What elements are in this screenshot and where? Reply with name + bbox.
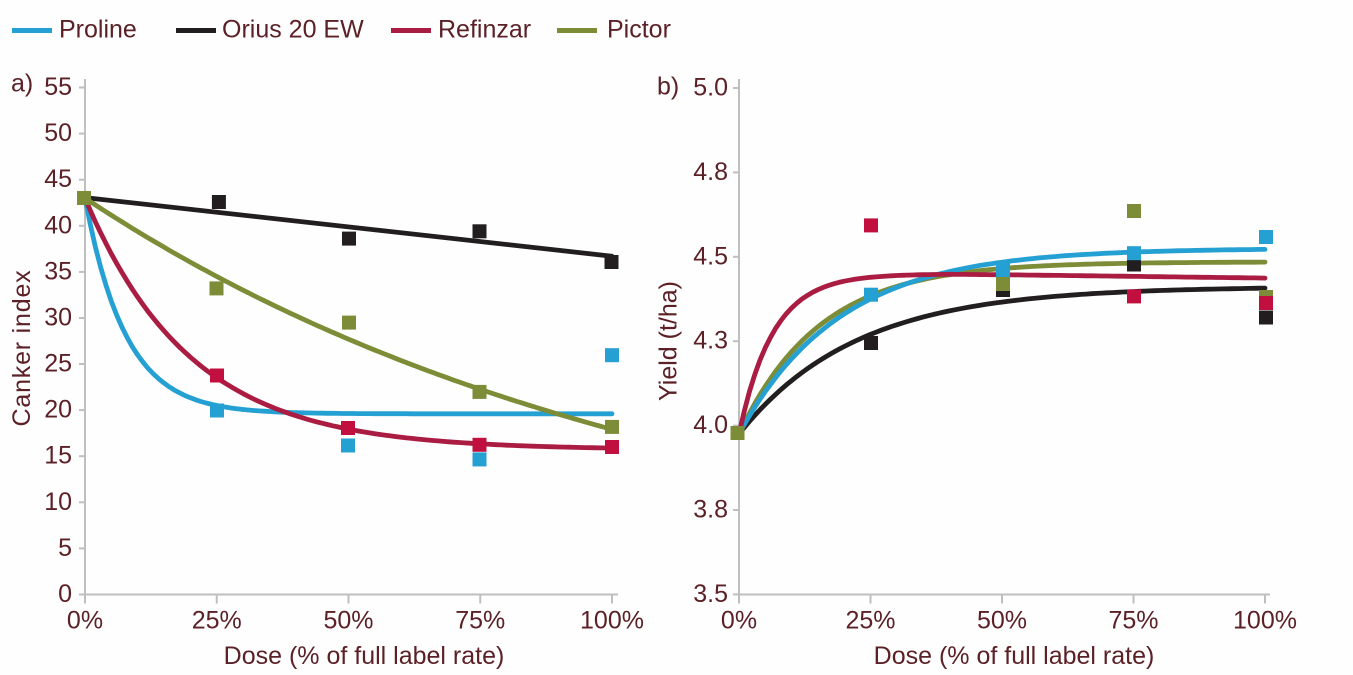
svg-text:0%: 0% — [67, 607, 103, 635]
svg-text:5: 5 — [58, 534, 72, 562]
svg-text:4.3: 4.3 — [693, 327, 728, 355]
svg-text:45: 45 — [44, 165, 72, 193]
svg-text:10: 10 — [44, 488, 72, 516]
svg-text:Yield (t/ha): Yield (t/ha) — [655, 281, 683, 401]
svg-text:25: 25 — [44, 350, 72, 378]
svg-text:5.0: 5.0 — [693, 74, 728, 102]
svg-text:Dose (% of full label rate): Dose (% of full label rate) — [224, 642, 505, 670]
svg-text:b): b) — [657, 73, 679, 101]
svg-text:3.5: 3.5 — [693, 580, 728, 608]
svg-text:Proline: Proline — [59, 16, 137, 44]
svg-text:40: 40 — [44, 211, 72, 239]
svg-text:30: 30 — [44, 303, 72, 331]
svg-text:4.0: 4.0 — [693, 411, 728, 439]
svg-text:0: 0 — [58, 580, 72, 608]
svg-text:Dose (% of full label rate): Dose (% of full label rate) — [874, 642, 1155, 670]
svg-text:75%: 75% — [1108, 607, 1158, 635]
svg-text:25%: 25% — [192, 607, 242, 635]
svg-text:15: 15 — [44, 442, 72, 470]
svg-text:50%: 50% — [977, 607, 1027, 635]
svg-text:Pictor: Pictor — [607, 16, 671, 44]
svg-text:Canker index: Canker index — [8, 270, 36, 427]
svg-text:Orius 20 EW: Orius 20 EW — [222, 16, 364, 44]
svg-text:100%: 100% — [1233, 607, 1297, 635]
svg-text:3.8: 3.8 — [693, 496, 728, 524]
svg-text:4.5: 4.5 — [693, 242, 728, 270]
svg-text:35: 35 — [44, 257, 72, 285]
svg-text:0%: 0% — [721, 607, 757, 635]
svg-text:50%: 50% — [323, 607, 373, 635]
svg-text:4.8: 4.8 — [693, 158, 728, 186]
svg-text:20: 20 — [44, 396, 72, 424]
svg-text:25%: 25% — [845, 607, 895, 635]
svg-text:a): a) — [11, 70, 33, 98]
svg-text:100%: 100% — [580, 607, 644, 635]
svg-text:75%: 75% — [455, 607, 505, 635]
svg-text:55: 55 — [44, 73, 72, 101]
svg-text:Refinzar: Refinzar — [438, 16, 531, 44]
svg-text:50: 50 — [44, 119, 72, 147]
